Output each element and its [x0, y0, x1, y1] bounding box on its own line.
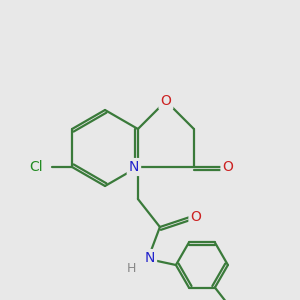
Text: Cl: Cl	[29, 160, 43, 174]
Text: H: H	[127, 262, 136, 275]
Text: N: N	[129, 160, 139, 174]
Text: N: N	[145, 251, 155, 265]
Text: O: O	[160, 94, 171, 108]
Text: O: O	[223, 160, 233, 174]
Text: O: O	[190, 210, 201, 224]
